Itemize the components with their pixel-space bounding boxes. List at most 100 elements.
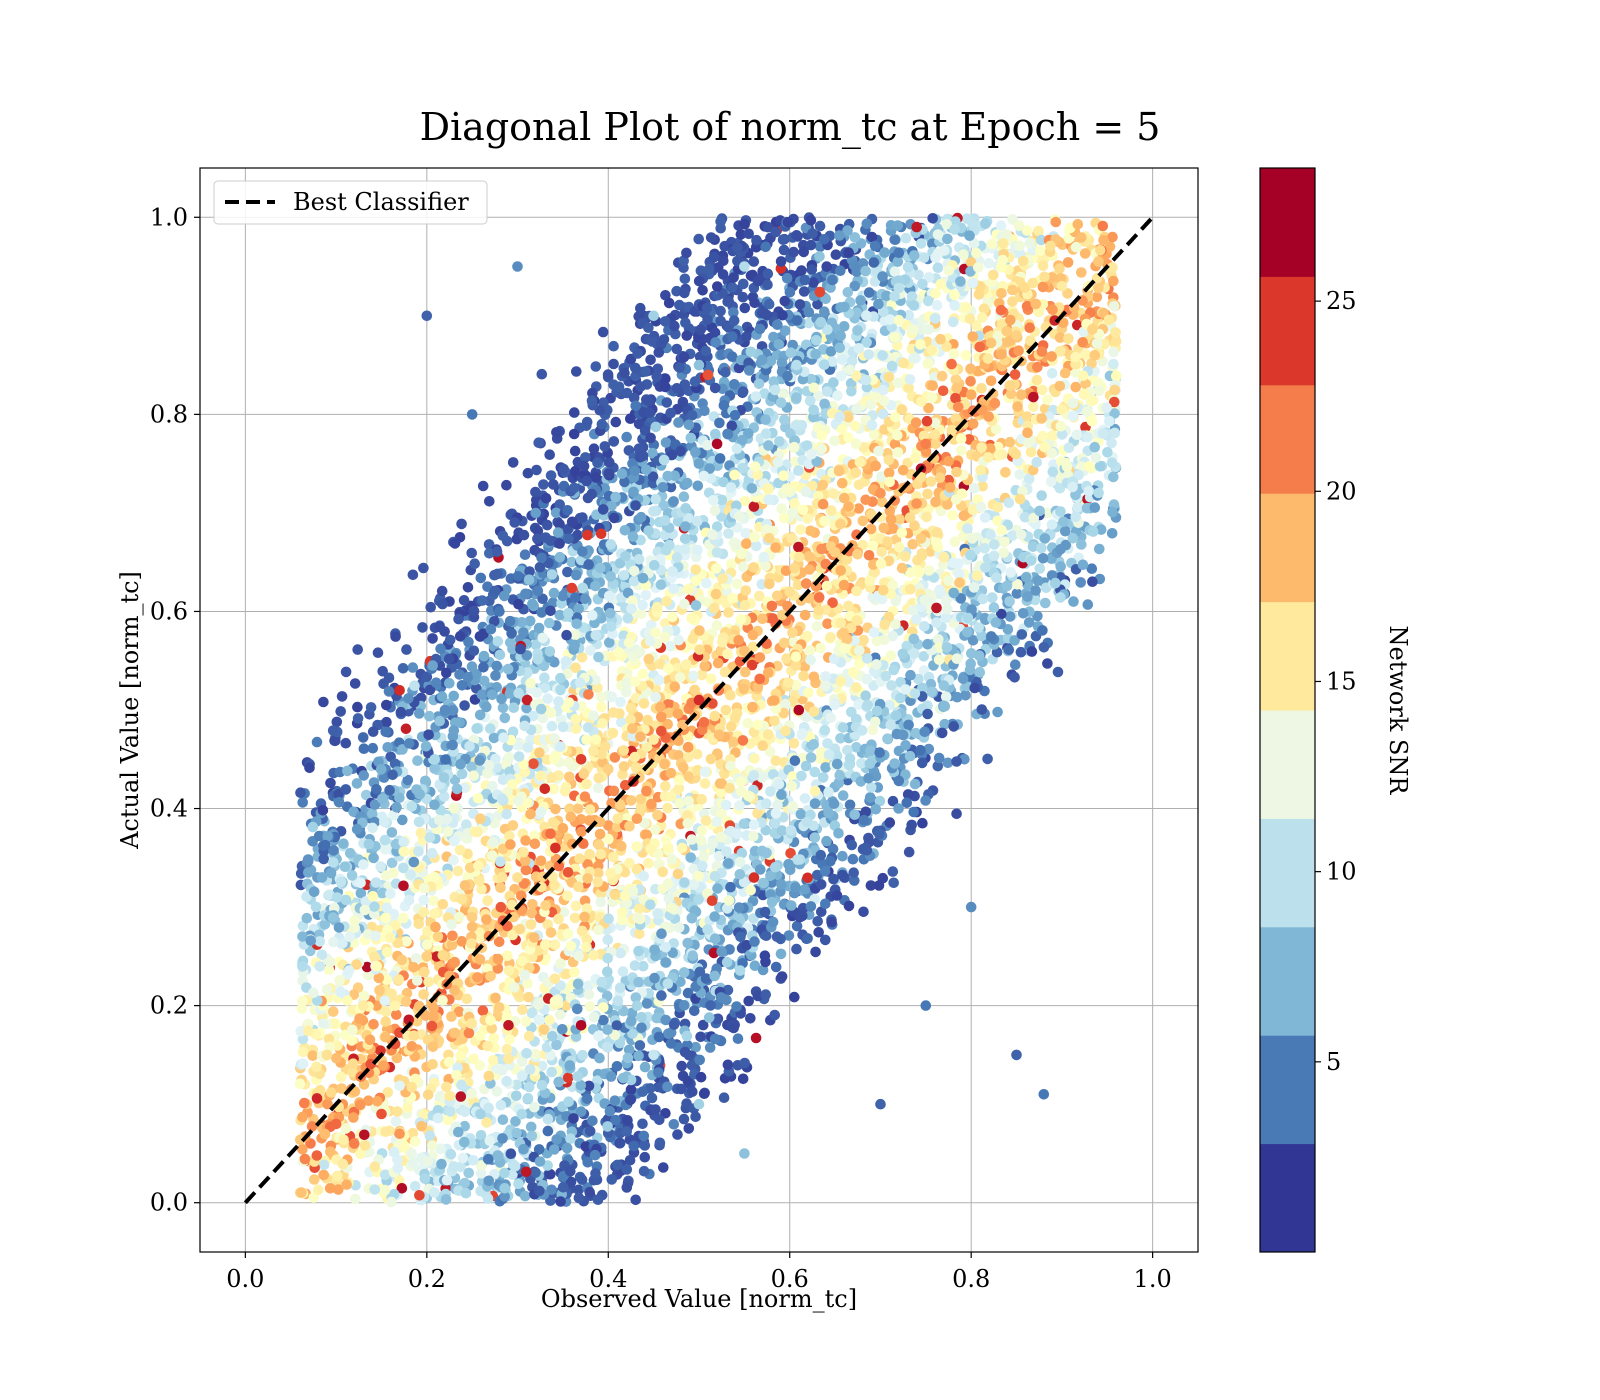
scatter-point bbox=[949, 536, 961, 547]
scatter-point bbox=[323, 1033, 335, 1045]
scatter-point bbox=[813, 927, 824, 938]
scatter-point bbox=[492, 568, 503, 580]
scatter-point bbox=[382, 1087, 394, 1098]
scatter-point bbox=[647, 336, 658, 347]
scatter-point bbox=[409, 680, 420, 691]
scatter-point bbox=[438, 791, 450, 802]
scatter-point bbox=[560, 656, 572, 667]
scatter-point bbox=[883, 467, 895, 479]
scatter-point bbox=[1004, 436, 1016, 448]
scatter-point bbox=[918, 651, 930, 662]
scatter-point bbox=[789, 991, 800, 1003]
scatter-point bbox=[668, 938, 679, 949]
scatter-point bbox=[916, 757, 928, 769]
scatter-point bbox=[740, 527, 751, 539]
scatter-point bbox=[1042, 507, 1053, 519]
scatter-point bbox=[564, 771, 575, 783]
scatter-point bbox=[976, 383, 987, 394]
scatter-point bbox=[947, 510, 958, 521]
scatter-point bbox=[808, 382, 820, 394]
scatter-point bbox=[576, 925, 588, 937]
scatter-point bbox=[951, 756, 962, 767]
scatter-point bbox=[821, 835, 832, 847]
scatter-point bbox=[822, 738, 833, 749]
scatter-point bbox=[845, 378, 857, 389]
scatter-point bbox=[962, 523, 973, 534]
scatter-point bbox=[1015, 646, 1027, 658]
scatter-point bbox=[519, 1190, 531, 1202]
scatter-point bbox=[318, 1159, 330, 1171]
scatter-point bbox=[335, 1071, 347, 1083]
scatter-point bbox=[803, 317, 815, 329]
scatter-point bbox=[695, 1031, 706, 1043]
scatter-point bbox=[898, 357, 909, 369]
scatter-point bbox=[903, 309, 915, 321]
scatter-point bbox=[407, 662, 419, 673]
scatter-point bbox=[759, 388, 770, 399]
scatter-point bbox=[1038, 642, 1050, 653]
scatter-point bbox=[382, 742, 394, 753]
scatter-point bbox=[359, 1140, 371, 1151]
scatter-point bbox=[762, 279, 773, 291]
scatter-point bbox=[907, 539, 918, 550]
scatter-point bbox=[456, 768, 468, 780]
scatter-point bbox=[522, 978, 533, 989]
scatter-point bbox=[1013, 345, 1024, 357]
scatter-point bbox=[525, 1121, 537, 1133]
scatter-point bbox=[608, 785, 620, 797]
scatter-point bbox=[905, 669, 916, 681]
scatter-point bbox=[764, 746, 776, 757]
scatter-point bbox=[1093, 377, 1104, 389]
scatter-point bbox=[454, 911, 465, 923]
scatter-point bbox=[851, 742, 862, 753]
scatter-point bbox=[501, 1075, 512, 1087]
scatter-point bbox=[542, 919, 553, 930]
scatter-point bbox=[837, 850, 848, 862]
scatter-point bbox=[497, 871, 508, 883]
scatter-point bbox=[418, 562, 429, 574]
scatter-point bbox=[538, 1024, 550, 1035]
scatter-point bbox=[678, 1113, 690, 1125]
scatter-point bbox=[1009, 635, 1020, 646]
scatter-point bbox=[687, 1086, 698, 1097]
scatter-point bbox=[425, 601, 437, 613]
scatter-point bbox=[715, 315, 726, 327]
scatter-point bbox=[351, 778, 363, 789]
scatter-point bbox=[895, 692, 906, 704]
scatter-point bbox=[562, 566, 573, 578]
scatter-point bbox=[401, 644, 412, 655]
scatter-point bbox=[811, 621, 823, 632]
scatter-point bbox=[637, 960, 649, 972]
scatter-point bbox=[668, 496, 679, 507]
scatter-point bbox=[791, 920, 803, 932]
scatter-point bbox=[449, 538, 461, 549]
scatter-point bbox=[363, 969, 374, 981]
scatter-point bbox=[456, 680, 468, 691]
scatter-point bbox=[820, 762, 831, 773]
scatter-point bbox=[297, 797, 309, 808]
scatter-point bbox=[410, 953, 422, 964]
scatter-point bbox=[459, 1177, 471, 1189]
scatter-point bbox=[850, 467, 862, 479]
scatter-point bbox=[1002, 624, 1014, 635]
scatter-point bbox=[909, 778, 921, 790]
scatter-point bbox=[673, 417, 684, 428]
scatter-point bbox=[804, 645, 816, 656]
scatter-point bbox=[906, 291, 918, 302]
scatter-point bbox=[866, 231, 878, 243]
scatter-point bbox=[698, 1088, 710, 1099]
scatter-point bbox=[932, 760, 944, 772]
scatter-point bbox=[441, 667, 452, 679]
scatter-point bbox=[661, 397, 673, 408]
scatter-point bbox=[798, 670, 809, 682]
scatter-point bbox=[610, 416, 622, 428]
scatter-point bbox=[625, 714, 636, 725]
scatter-point bbox=[853, 699, 865, 710]
scatter-point bbox=[868, 429, 880, 441]
scatter-point bbox=[334, 974, 346, 986]
scatter-point bbox=[855, 295, 866, 306]
scatter-point bbox=[297, 1111, 308, 1123]
scatter-point bbox=[391, 1009, 402, 1020]
scatter-point bbox=[542, 1125, 554, 1137]
scatter-point bbox=[717, 269, 729, 280]
